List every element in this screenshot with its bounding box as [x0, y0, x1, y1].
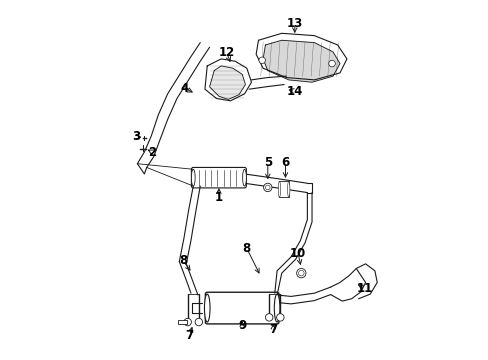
Ellipse shape	[287, 181, 289, 197]
Bar	[279, 181, 288, 197]
Text: 8: 8	[179, 254, 187, 267]
Polygon shape	[209, 66, 245, 99]
Text: 7: 7	[185, 329, 193, 342]
Text: 13: 13	[286, 17, 302, 30]
Circle shape	[276, 314, 284, 321]
Ellipse shape	[274, 294, 279, 322]
Circle shape	[195, 318, 202, 326]
FancyBboxPatch shape	[191, 167, 246, 188]
Text: 2: 2	[148, 145, 156, 158]
Polygon shape	[263, 40, 339, 82]
Ellipse shape	[242, 169, 246, 186]
Text: 5: 5	[263, 156, 271, 169]
Circle shape	[298, 270, 304, 276]
Text: 3: 3	[132, 130, 140, 143]
Circle shape	[328, 60, 335, 67]
Text: 10: 10	[289, 247, 305, 260]
Polygon shape	[204, 59, 251, 101]
Text: 6: 6	[281, 156, 289, 169]
Ellipse shape	[278, 181, 280, 197]
Ellipse shape	[191, 169, 195, 186]
Polygon shape	[256, 33, 346, 80]
Circle shape	[265, 314, 272, 321]
Circle shape	[259, 57, 265, 64]
Text: 14: 14	[286, 85, 303, 98]
Circle shape	[183, 318, 191, 326]
Text: 1: 1	[214, 191, 223, 204]
Circle shape	[265, 185, 269, 190]
FancyBboxPatch shape	[205, 292, 278, 324]
Text: 7: 7	[269, 323, 277, 336]
Circle shape	[263, 183, 271, 192]
Bar	[178, 320, 186, 324]
Text: 9: 9	[238, 319, 246, 332]
Ellipse shape	[204, 294, 210, 322]
Text: 12: 12	[218, 46, 234, 59]
Text: 8: 8	[242, 242, 250, 255]
Circle shape	[296, 269, 305, 278]
Text: 4: 4	[181, 82, 189, 95]
Text: 11: 11	[356, 282, 372, 295]
